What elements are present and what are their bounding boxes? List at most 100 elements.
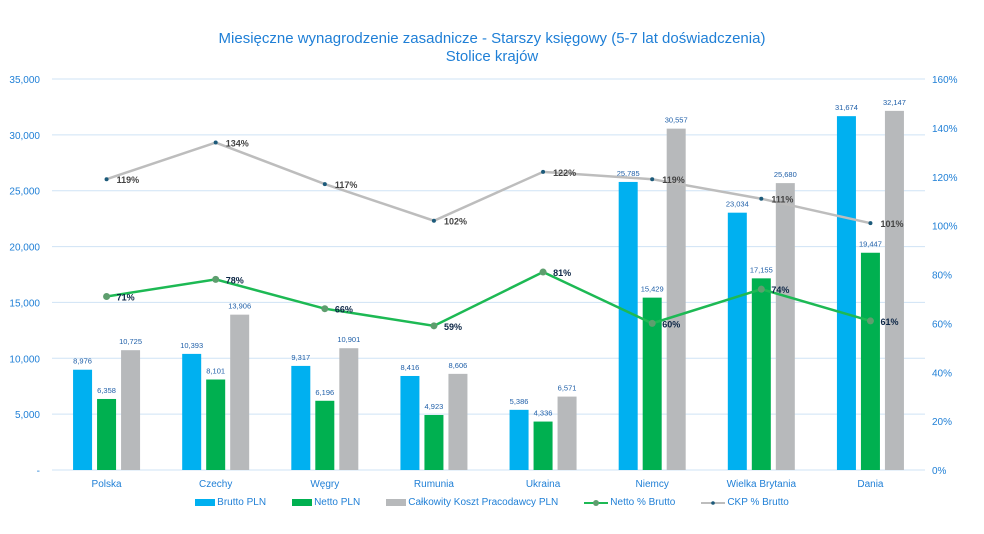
y-right-tick-label: 140%	[932, 124, 958, 135]
chart-subtitle: Stolice krajów	[445, 48, 539, 65]
bar-brutto-pln	[291, 365, 311, 470]
legend-label: CKP % Brutto	[727, 497, 789, 508]
x-tick-label: Ukraina	[526, 479, 561, 490]
line-marker	[103, 292, 111, 300]
legend-line-marker-icon	[584, 499, 609, 506]
line-marker	[866, 317, 874, 325]
line-marker	[759, 196, 764, 201]
x-tick-label: Niemcy	[636, 479, 669, 490]
line-marker	[539, 268, 547, 276]
line-data-label: 66%	[335, 305, 353, 315]
y-right-tick-label: 100%	[932, 222, 958, 233]
bar-ca-kowity-koszt-pracodawcy-pln	[666, 128, 686, 471]
y-right-tick-label: 0%	[932, 466, 947, 477]
y-left-tick-label: 15,000	[9, 298, 40, 309]
bar-data-label: 4,923	[425, 402, 444, 411]
bar-data-label: 8,101	[206, 367, 225, 376]
line-data-label: 81%	[553, 268, 571, 278]
line-data-label: 122%	[553, 168, 576, 178]
x-tick-label: Czechy	[199, 479, 232, 490]
bar-data-label: 9,317	[291, 353, 310, 362]
line-data-label: 134%	[226, 139, 249, 149]
chart-title: Miesięczne wynagrodzenie zasadnicze - St…	[218, 30, 766, 47]
bar-netto-pln	[206, 379, 226, 470]
bar-netto-pln	[860, 252, 880, 470]
y-right-tick-label: 80%	[932, 271, 952, 282]
legend-line-marker-icon	[701, 500, 726, 505]
bar-data-label: 5,386	[510, 397, 529, 406]
bar-brutto-pln	[618, 181, 638, 471]
bar-netto-pln	[97, 398, 117, 470]
bar-ca-kowity-koszt-pracodawcy-pln	[775, 183, 795, 470]
line-data-label: 111%	[771, 195, 793, 205]
line-data-label: 117%	[335, 180, 358, 190]
line-data-label: 61%	[880, 317, 898, 327]
line-marker	[322, 182, 327, 187]
x-tick-label: Wielka Brytania	[727, 479, 797, 490]
line-marker	[430, 322, 438, 330]
x-tick-label: Polska	[92, 479, 122, 490]
bar-netto-pln	[751, 278, 771, 470]
bar-data-label: 10,725	[119, 337, 142, 346]
bar-brutto-pln	[182, 353, 202, 470]
y-right-tick-label: 40%	[932, 368, 952, 379]
bar-data-label: 30,557	[665, 116, 688, 125]
bar-ca-kowity-koszt-pracodawcy-pln	[230, 314, 250, 470]
legend-swatch	[292, 499, 313, 506]
y-left-tick-label: 20,000	[9, 243, 40, 254]
legend-label: Całkowity Koszt Pracodawcy PLN	[408, 497, 559, 508]
bar-ca-kowity-koszt-pracodawcy-pln	[884, 110, 904, 471]
bar-data-label: 23,034	[726, 200, 749, 209]
line-data-label: 59%	[444, 322, 462, 332]
y-left-tick-label: 35,000	[9, 75, 40, 86]
legend-label: Netto % Brutto	[610, 497, 676, 508]
legend-item-netto: Netto PLN	[292, 497, 360, 508]
line-data-label: 71%	[117, 292, 135, 302]
legend-item-ckp: Całkowity Koszt Pracodawcy PLN	[386, 497, 558, 508]
line-marker	[868, 221, 873, 226]
line-data-label: 78%	[226, 275, 244, 285]
y-left-tick-label: 30,000	[9, 131, 40, 142]
line-marker	[650, 177, 655, 182]
bar-netto-pln	[642, 297, 662, 470]
legend-label: Brutto PLN	[217, 497, 267, 508]
y-left-tick-label: -	[37, 466, 40, 477]
y-right-tick-label: 60%	[932, 319, 952, 330]
legend-swatch	[195, 499, 216, 506]
x-tick-label: Dania	[857, 479, 884, 490]
bar-ca-kowity-koszt-pracodawcy-pln	[121, 350, 141, 470]
line-data-label: 102%	[444, 217, 467, 227]
bar-data-label: 4,336	[534, 409, 553, 418]
bar-ca-kowity-koszt-pracodawcy-pln	[557, 396, 577, 470]
line-data-label: 60%	[662, 319, 680, 329]
bar-data-label: 8,416	[401, 363, 420, 372]
y-left-tick-label: 10,000	[9, 354, 40, 365]
legend-item-brutto: Brutto PLN	[195, 497, 266, 508]
legend-item-netto-pct: Netto % Brutto	[584, 497, 675, 508]
bar-data-label: 10,901	[337, 335, 360, 344]
line-data-label: 119%	[117, 175, 140, 185]
line-data-label: 119%	[662, 175, 685, 185]
line-marker	[431, 218, 436, 223]
line-marker	[212, 275, 220, 283]
bar-netto-pln	[424, 415, 444, 470]
x-tick-label: Węgry	[310, 479, 339, 490]
bar-data-label: 6,358	[97, 386, 116, 395]
legend: Brutto PLN Netto PLN Całkowity Koszt Pra…	[0, 497, 984, 508]
line-ckp-pct	[106, 141, 871, 225]
y-right-tick-label: 120%	[932, 173, 958, 184]
legend-label: Netto PLN	[314, 497, 361, 508]
y-left-tick-label: 25,000	[9, 187, 40, 198]
bar-netto-pln	[315, 400, 335, 470]
y-right-tick-label: 20%	[932, 417, 952, 428]
bar-data-label: 10,393	[180, 341, 203, 350]
line-marker	[757, 285, 765, 293]
bar-ca-kowity-koszt-pracodawcy-pln	[448, 373, 468, 470]
bar-data-label: 17,155	[750, 265, 773, 274]
line-marker	[104, 177, 109, 182]
line-netto-pct	[106, 270, 871, 328]
y-left-tick-label: 5,000	[15, 410, 40, 421]
bar-data-label: 6,571	[558, 384, 577, 393]
bar-data-label: 19,447	[859, 240, 882, 249]
